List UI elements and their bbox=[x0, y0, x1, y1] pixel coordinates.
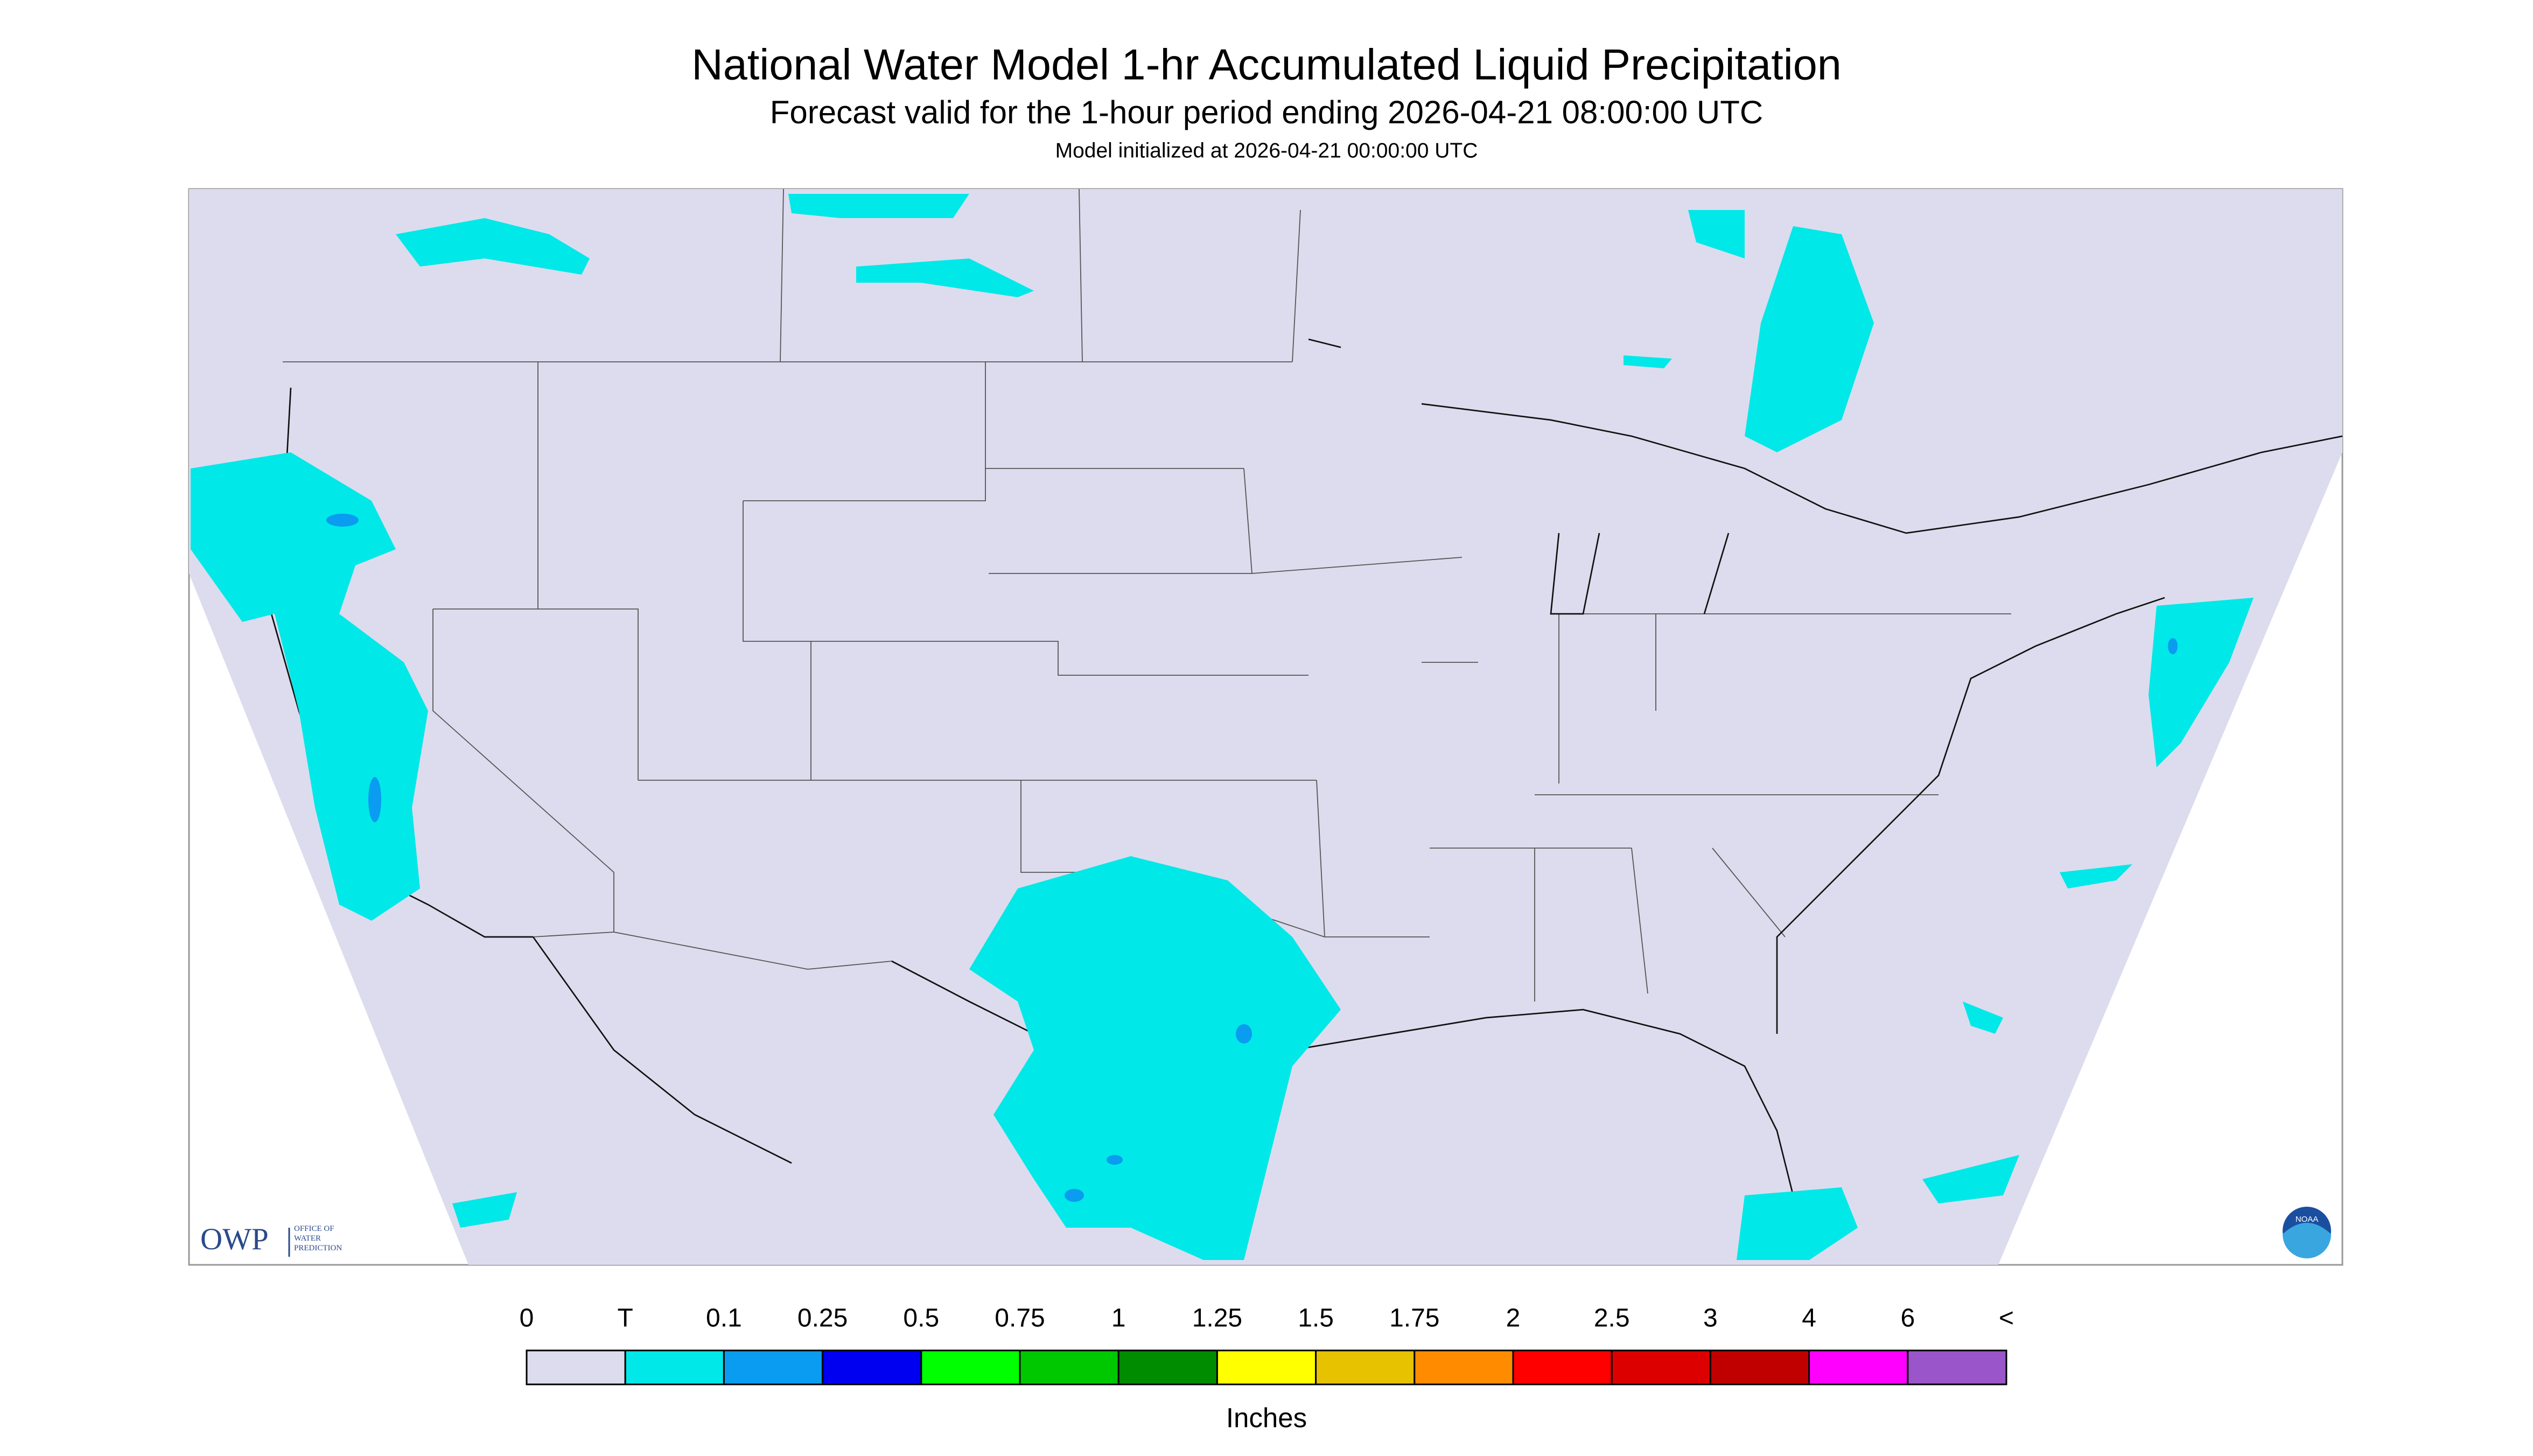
legend-label: 1.25 bbox=[1192, 1304, 1242, 1333]
legend-swatch bbox=[1414, 1349, 1514, 1385]
model-domain bbox=[189, 189, 2342, 1265]
legend-unit: Inches bbox=[1226, 1402, 1307, 1433]
noaa-text: NOAA bbox=[2296, 1215, 2319, 1224]
legend-swatch bbox=[723, 1349, 824, 1385]
legend-swatch bbox=[624, 1349, 725, 1385]
legend-label: 1.75 bbox=[1389, 1304, 1439, 1333]
legend-swatch bbox=[1709, 1349, 1810, 1385]
legend-swatch bbox=[1808, 1349, 1909, 1385]
title: National Water Model 1-hr Accumulated Li… bbox=[691, 40, 1842, 89]
legend-swatch bbox=[1216, 1349, 1317, 1385]
legend-label: 0.25 bbox=[797, 1304, 848, 1333]
noaa-wave bbox=[2283, 1223, 2331, 1259]
legend-label: 0.75 bbox=[995, 1304, 1045, 1333]
legend-label: 0.5 bbox=[903, 1304, 939, 1333]
owp-logo-text: WATER bbox=[294, 1234, 321, 1243]
legend-label: 6 bbox=[1900, 1304, 1915, 1333]
legend-label: 1.5 bbox=[1298, 1304, 1334, 1333]
legend-label: 2.5 bbox=[1594, 1304, 1630, 1333]
legend-label: 1 bbox=[1111, 1304, 1126, 1333]
legend-swatch bbox=[822, 1349, 922, 1385]
init-note: Model initialized at 2026-04-21 00:00:00… bbox=[1055, 139, 1478, 162]
legend-swatch bbox=[1512, 1349, 1613, 1385]
legend-label: T bbox=[618, 1304, 633, 1333]
legend: 0 T 0.1 0.25 0.5 0.75 1 1.25 1.5 1.75 2 2.5 3 4 6 < Inch… bbox=[520, 1304, 2014, 1433]
legend-label: 3 bbox=[1703, 1304, 1718, 1333]
legend-swatch bbox=[920, 1349, 1021, 1385]
legend-label: 4 bbox=[1802, 1304, 1816, 1333]
owp-logo-text: PREDICTION bbox=[294, 1244, 342, 1252]
map: OWP OFFICE OF WATER PREDICTION NOAA bbox=[188, 188, 2343, 1266]
legend-label: 0.1 bbox=[706, 1304, 742, 1333]
legend-swatch bbox=[1117, 1349, 1218, 1385]
precip-light bbox=[326, 514, 2178, 1202]
legend-label: < bbox=[1999, 1304, 2014, 1333]
legend-label: 2 bbox=[1506, 1304, 1521, 1333]
legend-label: 0 bbox=[520, 1304, 534, 1333]
legend-swatch bbox=[1019, 1349, 1119, 1385]
owp-logo-text: OFFICE OF bbox=[294, 1224, 334, 1233]
legend-swatch bbox=[1315, 1349, 1416, 1385]
state-lines bbox=[283, 188, 2011, 1002]
legend-swatch bbox=[526, 1349, 626, 1385]
owp-logo: OWP bbox=[200, 1222, 269, 1256]
subtitle: Forecast valid for the 1-hour period end… bbox=[770, 94, 1763, 130]
legend-swatch bbox=[1907, 1349, 2007, 1385]
legend-swatch bbox=[1611, 1349, 1711, 1385]
